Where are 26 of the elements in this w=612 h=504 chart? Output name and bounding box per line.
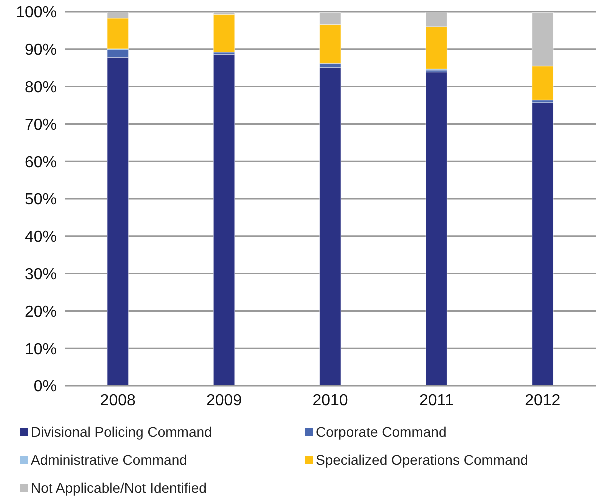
legend-label: Not Applicable/Not Identified [31, 480, 207, 496]
bar [319, 67, 342, 386]
bar [213, 14, 236, 53]
y-tick-label: 70% [24, 116, 57, 134]
x-tick-label: 2011 [419, 392, 454, 410]
legend-label: Divisional Policing Command [31, 424, 212, 440]
bar [426, 72, 448, 386]
x-tick-label: 2008 [100, 392, 136, 410]
legend-label: Corporate Command [316, 424, 447, 440]
x-tick-label: 2012 [525, 392, 561, 410]
legend-label: Administrative Command [31, 452, 188, 468]
y-tick-label: 60% [24, 154, 57, 172]
y-tick-label: 10% [24, 341, 57, 358]
y-tick-label: 100% [16, 4, 57, 22]
legend-label: Specialized Operations Command [316, 452, 528, 468]
y-tick-label: 0% [34, 378, 57, 396]
y-tick-label: 80% [24, 79, 57, 96]
bar [532, 102, 554, 386]
bar [213, 54, 236, 386]
y-tick-label: 40% [24, 229, 57, 246]
y-tick-label: 20% [24, 304, 57, 321]
y-tick-label: 90% [24, 42, 57, 60]
y-tick-label: 50% [24, 192, 57, 209]
x-tick-label: 2010 [312, 392, 348, 410]
x-tick-label: 2009 [206, 392, 242, 410]
y-tick-label: 30% [24, 266, 57, 284]
